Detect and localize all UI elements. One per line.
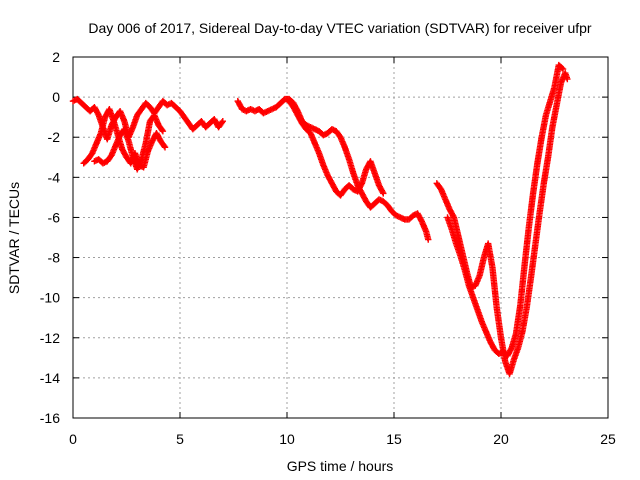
y-tick-label: 2 — [52, 49, 60, 65]
x-tick-label: 5 — [176, 431, 184, 447]
data-marks — [69, 61, 571, 378]
y-axis-label: SDTVAR / TECUs — [6, 182, 22, 294]
y-tick-label: 0 — [52, 89, 60, 105]
y-tick-label: -14 — [40, 370, 60, 386]
data-point — [558, 64, 566, 72]
plot-frame — [72, 56, 609, 419]
series-7 — [444, 61, 567, 360]
x-tick-label: 0 — [69, 431, 77, 447]
y-tick-label: -4 — [48, 169, 61, 185]
x-tick-label: 15 — [386, 431, 402, 447]
y-tick-label: -6 — [48, 209, 61, 225]
data-point — [219, 117, 226, 125]
data-point — [380, 190, 387, 197]
y-tick-label: -16 — [40, 410, 60, 426]
data-point — [379, 188, 386, 196]
data-point — [160, 142, 168, 150]
data-point — [159, 128, 167, 135]
series-5 — [285, 97, 387, 199]
y-tick-label: -10 — [40, 290, 60, 306]
data-point — [425, 236, 432, 243]
y-tick-label: -2 — [48, 129, 61, 145]
x-tick-label: 20 — [493, 431, 509, 447]
data-point — [158, 126, 166, 134]
series-4 — [234, 95, 432, 243]
x-axis-label: GPS time / hours — [287, 458, 394, 474]
data-point — [357, 181, 365, 188]
x-tick-label: 25 — [600, 431, 616, 447]
data-point — [450, 212, 457, 220]
series-3 — [91, 111, 167, 173]
x-tick-label: 10 — [279, 431, 295, 447]
data-point — [218, 119, 226, 126]
series-6 — [433, 69, 571, 378]
data-point — [161, 144, 169, 151]
chart-title: Day 006 of 2017, Sidereal Day-to-day VTE… — [88, 20, 592, 36]
data-point — [507, 345, 515, 353]
y-tick-label: -8 — [48, 250, 61, 266]
data-point — [559, 65, 567, 73]
data-point — [94, 110, 102, 118]
y-tick-label: -12 — [40, 330, 60, 346]
data-point — [564, 75, 571, 83]
